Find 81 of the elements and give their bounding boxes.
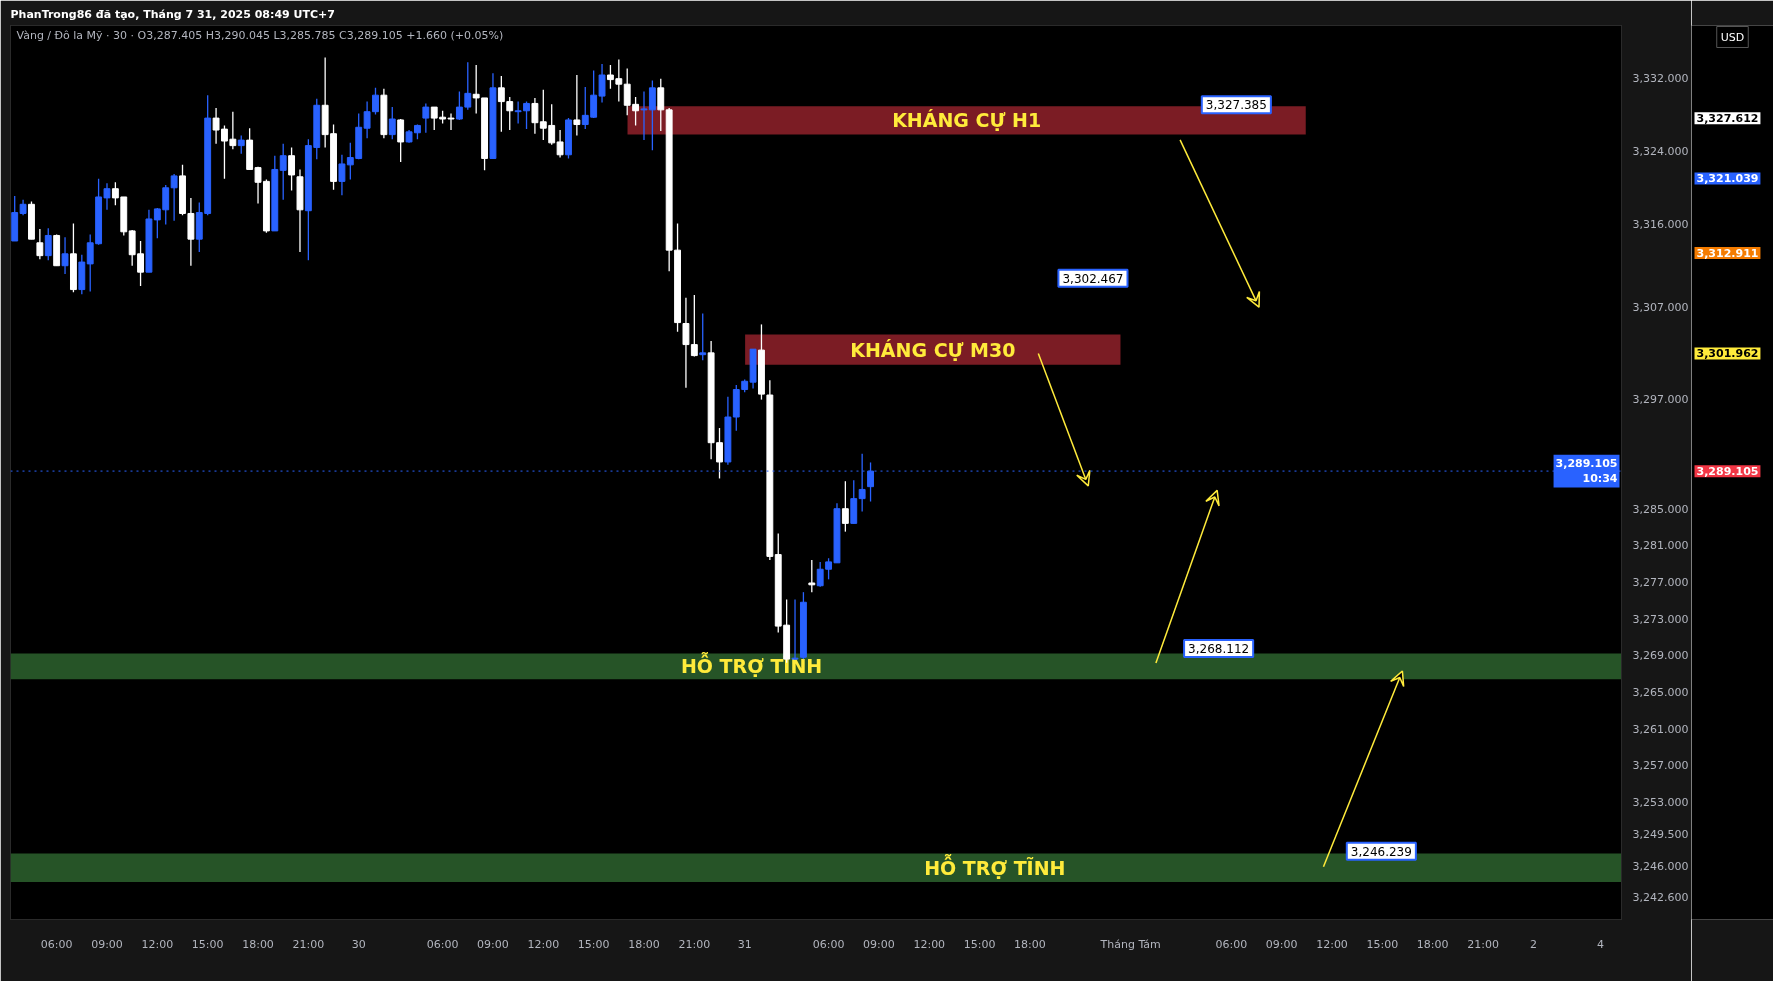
x-tick-label: 06:00 bbox=[1215, 937, 1248, 951]
x-tick-label: 15:00 bbox=[191, 937, 224, 951]
x-tick-label: 18:00 bbox=[242, 937, 274, 951]
text: 3,289.105 bbox=[1696, 465, 1759, 479]
band-label: HỖ TRỢ TĨNH bbox=[680, 651, 823, 678]
candlestick bbox=[237, 134, 245, 155]
annotation: 3,327.385 bbox=[1205, 98, 1267, 113]
x-tick-label: 18:00 bbox=[628, 937, 660, 951]
candlestick bbox=[170, 173, 178, 222]
chart-title: PhanTrong86 đã tạo, Tháng 7 31, 2025 08:49 UTC+7 bbox=[10, 7, 335, 21]
candlestick bbox=[523, 100, 530, 130]
candlestick bbox=[657, 78, 665, 132]
candlestick bbox=[455, 90, 463, 121]
ref-line-label: 3,289.105 10:34 bbox=[1555, 456, 1618, 486]
y-tick-label: 3,246.000 bbox=[1632, 860, 1689, 874]
candlestick bbox=[573, 74, 581, 137]
candlestick bbox=[61, 236, 69, 275]
x-tick-label: 4 bbox=[1597, 937, 1605, 951]
candlestick bbox=[699, 312, 707, 361]
y-tick-label: 3,307.000 bbox=[1632, 301, 1689, 314]
candlestick bbox=[388, 106, 396, 140]
x-tick-label: 21:00 bbox=[1467, 937, 1499, 951]
x-tick-label: 15:00 bbox=[577, 937, 610, 951]
x-tick-label: 31 bbox=[737, 937, 752, 951]
candlestick bbox=[808, 559, 816, 593]
y-tick-label: 3,273.000 bbox=[1632, 612, 1689, 626]
candlestick bbox=[36, 228, 44, 260]
x-tick-label: 09:00 bbox=[91, 937, 123, 951]
band-label: HỖ TRỢ TĨNH bbox=[924, 852, 1066, 879]
x-tick-label: 09:00 bbox=[863, 937, 895, 951]
x-tick-label: 18:00 bbox=[1014, 937, 1046, 951]
x-tick-label: 2 bbox=[1529, 937, 1537, 951]
y-tick-label: 3,285.000 bbox=[1632, 502, 1689, 516]
annotation: 3,246.239 bbox=[1350, 844, 1412, 859]
candlestick bbox=[397, 118, 405, 163]
annotation: 3,302.467 bbox=[1062, 271, 1124, 286]
x-tick-label: 12:00 bbox=[527, 937, 560, 951]
text: 3,321.039 bbox=[1696, 172, 1759, 186]
candlestick bbox=[279, 143, 287, 201]
band-label: KHÁNG CỰ M30 bbox=[850, 338, 1016, 361]
y-tick-label: 3,316.000 bbox=[1632, 218, 1689, 232]
chart-subtitle: Vàng / Đô la Mỹ · 30 · O3,287.405 H3,290.045 L3,285.785 C3,289.105 +1.660 (+0.05%) bbox=[16, 28, 504, 42]
x-tick-label: 30 bbox=[351, 937, 366, 951]
x-tick-label: 09:00 bbox=[477, 937, 509, 951]
annotation: 3,268.112 bbox=[1188, 641, 1250, 656]
y-tick-label: 3,261.000 bbox=[1632, 722, 1689, 736]
candlestick bbox=[464, 61, 472, 111]
y-tick-label: 3,242.600 bbox=[1632, 891, 1689, 905]
x-tick-label: 09:00 bbox=[1265, 937, 1298, 951]
x-tick-label: 06:00 bbox=[426, 937, 459, 951]
x-tick-label: 21:00 bbox=[678, 937, 711, 951]
x-tick-label: 15:00 bbox=[963, 937, 996, 951]
candlestick bbox=[841, 480, 849, 533]
y-tick-label: 3,324.000 bbox=[1632, 145, 1689, 159]
candlestick bbox=[288, 146, 296, 192]
y-tick-label: 3,257.000 bbox=[1632, 759, 1689, 773]
y-tick-label: 3,269.000 bbox=[1632, 649, 1689, 663]
candlestick bbox=[422, 102, 430, 134]
x-tick-label: 06:00 bbox=[812, 937, 845, 951]
y-tick-label: 3,332.000 bbox=[1632, 71, 1689, 85]
x-tick-label: 12:00 bbox=[141, 937, 174, 951]
x-tick-label: 21:00 bbox=[292, 937, 325, 951]
y-tick-label: 3,265.000 bbox=[1632, 686, 1689, 700]
x-tick-label: 12:00 bbox=[1316, 937, 1348, 951]
band-label: KHÁNG CỰ H1 bbox=[892, 109, 1042, 132]
y-tick-label: 3,297.000 bbox=[1632, 392, 1689, 406]
x-tick-label: 06:00 bbox=[40, 937, 73, 951]
x-tick-label: 18:00 bbox=[1416, 937, 1449, 951]
y-tick-label: 3,249.500 bbox=[1632, 828, 1689, 842]
y-tick-label: 3,281.000 bbox=[1632, 539, 1689, 553]
text: 3,301.962 bbox=[1696, 347, 1759, 361]
y-tick-label: 3,253.000 bbox=[1632, 796, 1689, 810]
text: USD bbox=[1720, 30, 1745, 44]
y-tick-label: 3,277.000 bbox=[1632, 576, 1689, 590]
candlestick bbox=[44, 227, 52, 261]
text: 3,312.911 bbox=[1696, 247, 1759, 261]
x-tick-label: 15:00 bbox=[1366, 937, 1399, 951]
x-tick-label: Tháng Tám bbox=[1099, 937, 1161, 951]
candlestick bbox=[514, 100, 522, 125]
x-tick-label: 12:00 bbox=[913, 937, 946, 951]
text: 3,327.612 bbox=[1696, 112, 1759, 126]
